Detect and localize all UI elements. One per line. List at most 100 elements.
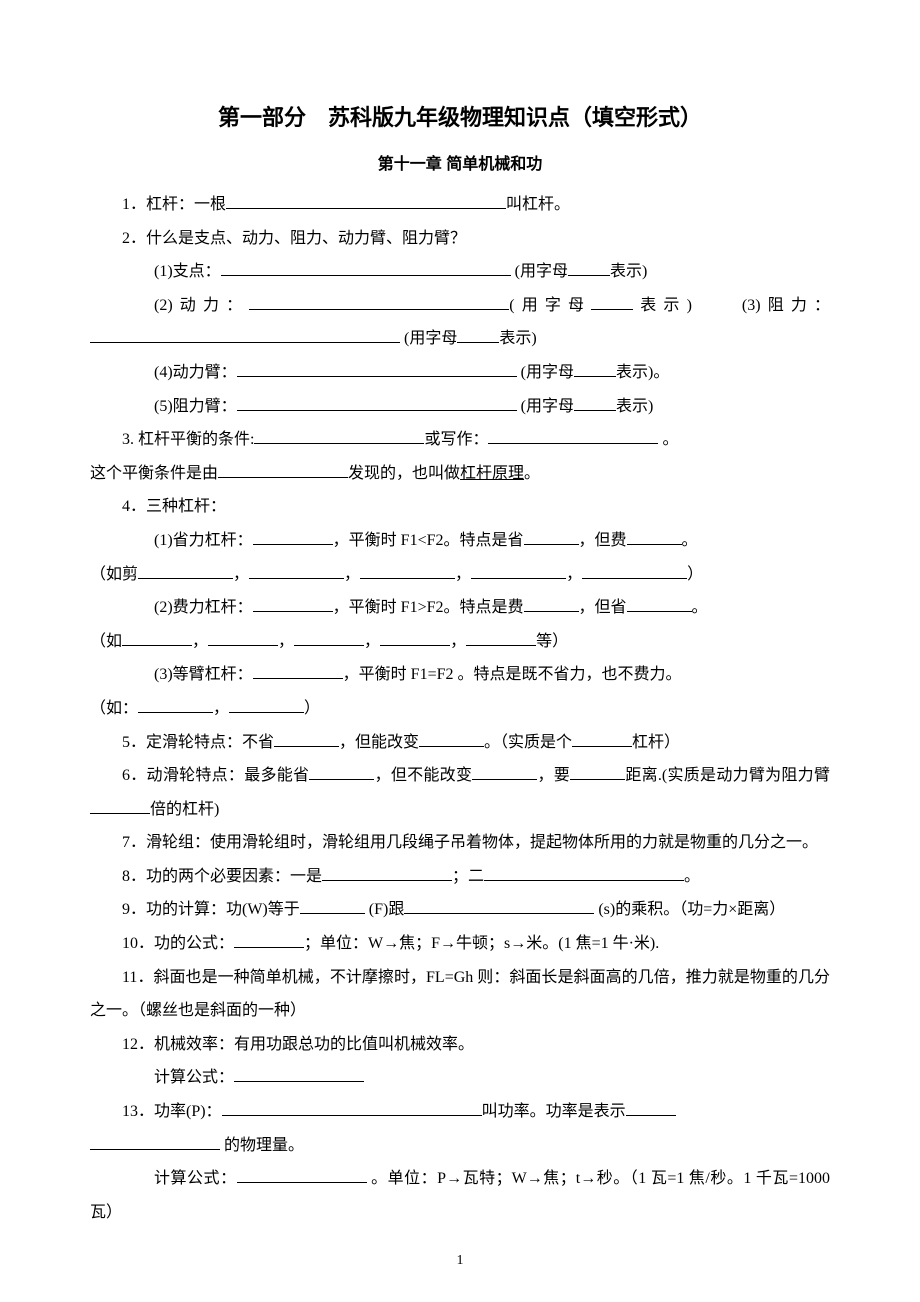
item-4-2-cont: （如，，，，等） xyxy=(90,625,830,659)
text: 表示) xyxy=(633,297,692,314)
text: ，平衡时 F1>F2。特点是费 xyxy=(333,599,524,616)
text: ） xyxy=(304,700,320,717)
text: 这个平衡条件是由 xyxy=(90,465,218,482)
text: ，平衡时 F1=F2 。特点是既不省力，也不费力。 xyxy=(343,666,682,683)
blank xyxy=(90,326,400,344)
blank xyxy=(208,628,278,646)
text: ，平衡时 F1<F2。特点是省 xyxy=(333,532,524,549)
text: 。（实质是个 xyxy=(484,734,572,751)
text: 1．杠杆：一根 xyxy=(122,196,226,213)
text: ，但省 xyxy=(579,599,627,616)
text: 叫功率。功率是表示 xyxy=(482,1103,626,1120)
item-5: 5．定滑轮特点：不省 ，但能改变 。（实质是个 杠杆） xyxy=(90,726,830,760)
blank xyxy=(360,561,455,579)
blank xyxy=(472,763,537,781)
item-9: 9．功的计算：功(W)等于 (F)跟 (s)的乘积。（功=力×距离） xyxy=(90,893,830,927)
text: 等） xyxy=(536,633,568,650)
blank xyxy=(226,191,506,209)
blank xyxy=(457,326,499,344)
text: 。 xyxy=(524,465,540,482)
text: (F)跟 xyxy=(365,901,405,918)
item-2-1: (1)支点： (用字母表示) xyxy=(90,255,830,289)
blank xyxy=(237,393,517,411)
text: (用字母 xyxy=(400,330,457,347)
item-2-2-3: (2)动力：(用字母表示)(3)阻力： (用字母表示) xyxy=(90,289,830,356)
text: 表示) xyxy=(610,263,647,280)
text: (2)动力： xyxy=(154,297,249,314)
blank xyxy=(471,561,566,579)
text: (3)阻力： xyxy=(742,297,830,314)
text: 杠杆） xyxy=(632,734,680,751)
blank xyxy=(90,796,150,814)
text: 表示)。 xyxy=(616,364,669,381)
blank xyxy=(380,628,450,646)
item-4-3: (3)等臂杠杆：，平衡时 F1=F2 。特点是既不省力，也不费力。 xyxy=(90,658,830,692)
text: 9．功的计算：功(W)等于 xyxy=(122,901,300,918)
text: 叫杠杆。 xyxy=(506,196,570,213)
blank xyxy=(253,595,333,613)
text: 。 xyxy=(682,532,698,549)
blank xyxy=(404,897,594,915)
item-10: 10．功的公式： ；单位：W→焦；F→牛顿；s→米。(1 焦=1 牛·米). xyxy=(90,927,830,961)
blank xyxy=(249,292,509,310)
item-2-5: (5)阻力臂： (用字母表示) xyxy=(90,390,830,424)
blank xyxy=(466,628,536,646)
chapter-subtitle: 第十一章 简单机械和功 xyxy=(90,150,830,174)
text: 8．功的两个必要因素：一是 xyxy=(122,868,322,885)
item-13: 13．功率(P)：叫功率。功率是表示 xyxy=(90,1095,830,1129)
blank xyxy=(122,628,192,646)
blank xyxy=(222,1098,482,1116)
blank xyxy=(300,897,365,915)
text: ） xyxy=(687,566,703,583)
item-4-3-cont: （如：，） xyxy=(90,692,830,726)
blank xyxy=(574,393,616,411)
text: ，但不能改变 xyxy=(374,767,472,784)
text: 表示) xyxy=(499,330,536,347)
blank xyxy=(591,292,633,310)
blank xyxy=(570,763,625,781)
blank xyxy=(229,695,304,713)
item-8: 8．功的两个必要因素：一是；二。 xyxy=(90,860,830,894)
text: (用字母 xyxy=(509,297,591,314)
text: (用字母 xyxy=(517,364,574,381)
blank xyxy=(218,460,348,478)
blank xyxy=(221,259,511,277)
text: 5．定滑轮特点：不省 xyxy=(122,734,274,751)
underlined-text: 杠杆原理 xyxy=(460,465,524,482)
item-4-1-cont: （如剪，，，，） xyxy=(90,558,830,592)
text: (4)动力臂： xyxy=(154,364,237,381)
item-11: 11．斜面也是一种简单机械，不计摩擦时，FL=Gh 则：斜面长是斜面高的几倍，推… xyxy=(90,961,830,1028)
text: ，但能改变 xyxy=(339,734,419,751)
blank xyxy=(419,729,484,747)
blank xyxy=(524,527,579,545)
blank xyxy=(294,628,364,646)
blank xyxy=(249,561,344,579)
text: 计算公式： xyxy=(154,1170,237,1187)
blank xyxy=(253,662,343,680)
text: 发现的，也叫做 xyxy=(348,465,460,482)
text: 6．动滑轮特点：最多能省 xyxy=(122,767,309,784)
text: ；单位：W→焦；F→牛顿；s→米。(1 焦=1 牛·米). xyxy=(304,935,659,952)
blank xyxy=(322,863,452,881)
text: 3. 杠杆平衡的条件: xyxy=(122,431,254,448)
text: (s)的乘积。（功=力×距离） xyxy=(594,901,785,918)
item-2: 2．什么是支点、动力、阻力、动力臂、阻力臂？ xyxy=(90,222,830,256)
blank xyxy=(253,527,333,545)
text: (用字母 xyxy=(517,398,574,415)
page-number: 1 xyxy=(90,1253,830,1269)
blank xyxy=(234,930,304,948)
text: ，要 xyxy=(537,767,570,784)
text: (用字母 xyxy=(511,263,568,280)
text: 的物理量。 xyxy=(220,1137,304,1154)
blank xyxy=(627,527,682,545)
text: ，但费 xyxy=(579,532,627,549)
item-4-2: (2)费力杠杆：，平衡时 F1>F2。特点是费，但省。 xyxy=(90,591,830,625)
item-1: 1．杠杆：一根 叫杠杆。 xyxy=(90,188,830,222)
item-12b: 计算公式： xyxy=(90,1061,830,1095)
item-6: 6．动滑轮特点：最多能省，但不能改变，要距离.(实质是动力臂为阻力臂倍的杠杆) xyxy=(90,759,830,826)
blank xyxy=(568,259,610,277)
blank xyxy=(524,595,579,613)
blank xyxy=(237,359,517,377)
text: 10．功的公式： xyxy=(122,935,234,952)
blank xyxy=(574,359,616,377)
